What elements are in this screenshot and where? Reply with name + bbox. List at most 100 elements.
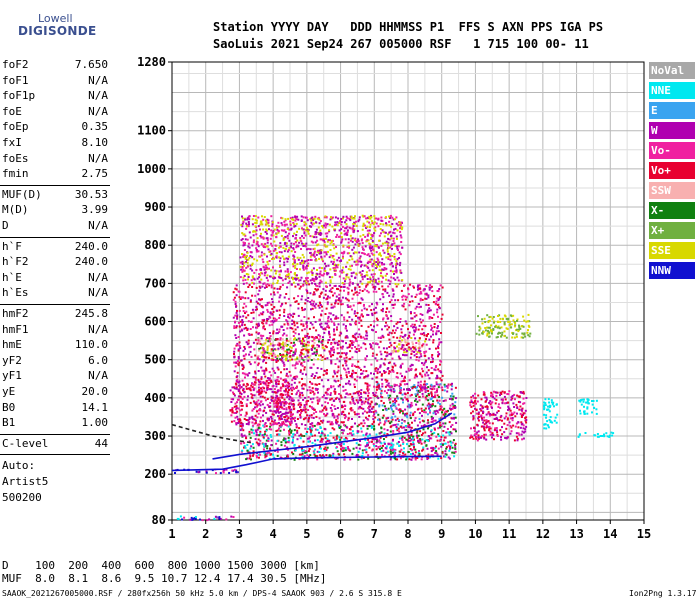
echo-point — [484, 405, 487, 408]
echo-point — [398, 419, 401, 422]
echo-point — [479, 327, 482, 330]
echo-point — [377, 446, 380, 448]
echo-point — [291, 364, 294, 367]
echo-point — [278, 309, 281, 312]
echo-point — [381, 373, 383, 376]
echo-point — [490, 402, 493, 405]
echo-point — [303, 455, 306, 458]
echo-point — [402, 452, 404, 455]
echo-point — [448, 457, 451, 460]
echo-point — [384, 351, 387, 354]
echo-point — [274, 410, 277, 413]
echo-point — [384, 407, 387, 410]
param-row: hmE 110.0 — [2, 338, 108, 353]
echo-point — [387, 244, 389, 247]
echo-point — [294, 328, 297, 331]
echo-point — [282, 379, 285, 382]
echo-point — [477, 394, 480, 397]
echo-point — [269, 434, 272, 436]
echo-point — [416, 285, 419, 288]
echo-point — [314, 337, 316, 339]
echo-point — [283, 308, 286, 311]
echo-point — [426, 456, 429, 459]
echo-point — [269, 237, 272, 240]
echo-point — [439, 377, 442, 380]
echo-point — [282, 439, 285, 442]
echo-point — [414, 448, 417, 451]
echo-point — [326, 297, 329, 300]
echo-point — [422, 446, 425, 449]
echo-point — [252, 234, 255, 237]
echo-point — [274, 398, 277, 401]
echo-point — [489, 430, 492, 433]
echo-point — [286, 418, 289, 421]
echo-point — [368, 410, 371, 413]
echo-point — [265, 286, 268, 288]
echo-point — [244, 291, 247, 294]
echo-point — [383, 370, 386, 372]
echo-point — [391, 418, 394, 421]
echo-point — [249, 264, 252, 267]
echo-point — [241, 449, 244, 452]
echo-point — [243, 441, 246, 444]
echo-point — [489, 329, 492, 332]
echo-point — [251, 421, 254, 424]
echo-point — [326, 412, 329, 415]
echo-point — [312, 390, 315, 393]
echo-point — [292, 312, 295, 315]
echo-point — [475, 332, 478, 335]
echo-point — [382, 296, 385, 299]
echo-point — [405, 458, 408, 461]
echo-point — [338, 285, 341, 288]
echo-point — [288, 339, 291, 342]
echo-point — [419, 380, 422, 383]
echo-point — [389, 394, 392, 397]
echo-point — [354, 372, 357, 374]
echo-point — [296, 438, 299, 441]
echo-point — [381, 268, 384, 271]
echo-point — [238, 296, 241, 299]
echo-point — [251, 394, 254, 397]
echo-point — [326, 303, 329, 306]
echo-point — [491, 406, 493, 409]
echo-point — [293, 381, 296, 384]
echo-point — [425, 359, 427, 362]
echo-point — [244, 373, 247, 376]
echo-point — [255, 331, 258, 334]
echo-point — [265, 391, 268, 394]
echo-point — [366, 283, 369, 286]
echo-point — [300, 403, 303, 406]
echo-point — [510, 396, 513, 399]
echo-point — [265, 367, 268, 370]
echo-point — [432, 330, 435, 333]
echo-point — [522, 315, 525, 318]
echo-point — [321, 430, 323, 433]
echo-point — [320, 437, 323, 440]
echo-point — [491, 330, 493, 333]
echo-point — [470, 401, 473, 403]
echo-point — [430, 421, 433, 423]
echo-point — [368, 434, 371, 437]
echo-point — [391, 368, 394, 371]
echo-point — [447, 456, 450, 459]
echo-point — [427, 399, 430, 402]
echo-point — [358, 242, 361, 245]
echo-point — [318, 431, 320, 434]
echo-point — [271, 396, 274, 399]
echo-point — [335, 252, 338, 255]
echo-point — [349, 458, 352, 461]
echo-point — [301, 309, 304, 312]
echo-point — [326, 245, 329, 248]
echo-point — [245, 403, 248, 406]
echo-point — [274, 317, 276, 320]
echo-point — [301, 306, 303, 309]
echo-point — [473, 396, 476, 399]
echo-point — [262, 349, 265, 352]
echo-point — [356, 453, 358, 456]
echo-point — [440, 457, 443, 460]
echo-point — [273, 399, 276, 402]
echo-point — [506, 328, 509, 330]
echo-point — [380, 216, 383, 219]
echo-point — [437, 447, 440, 450]
echo-point — [390, 237, 393, 240]
